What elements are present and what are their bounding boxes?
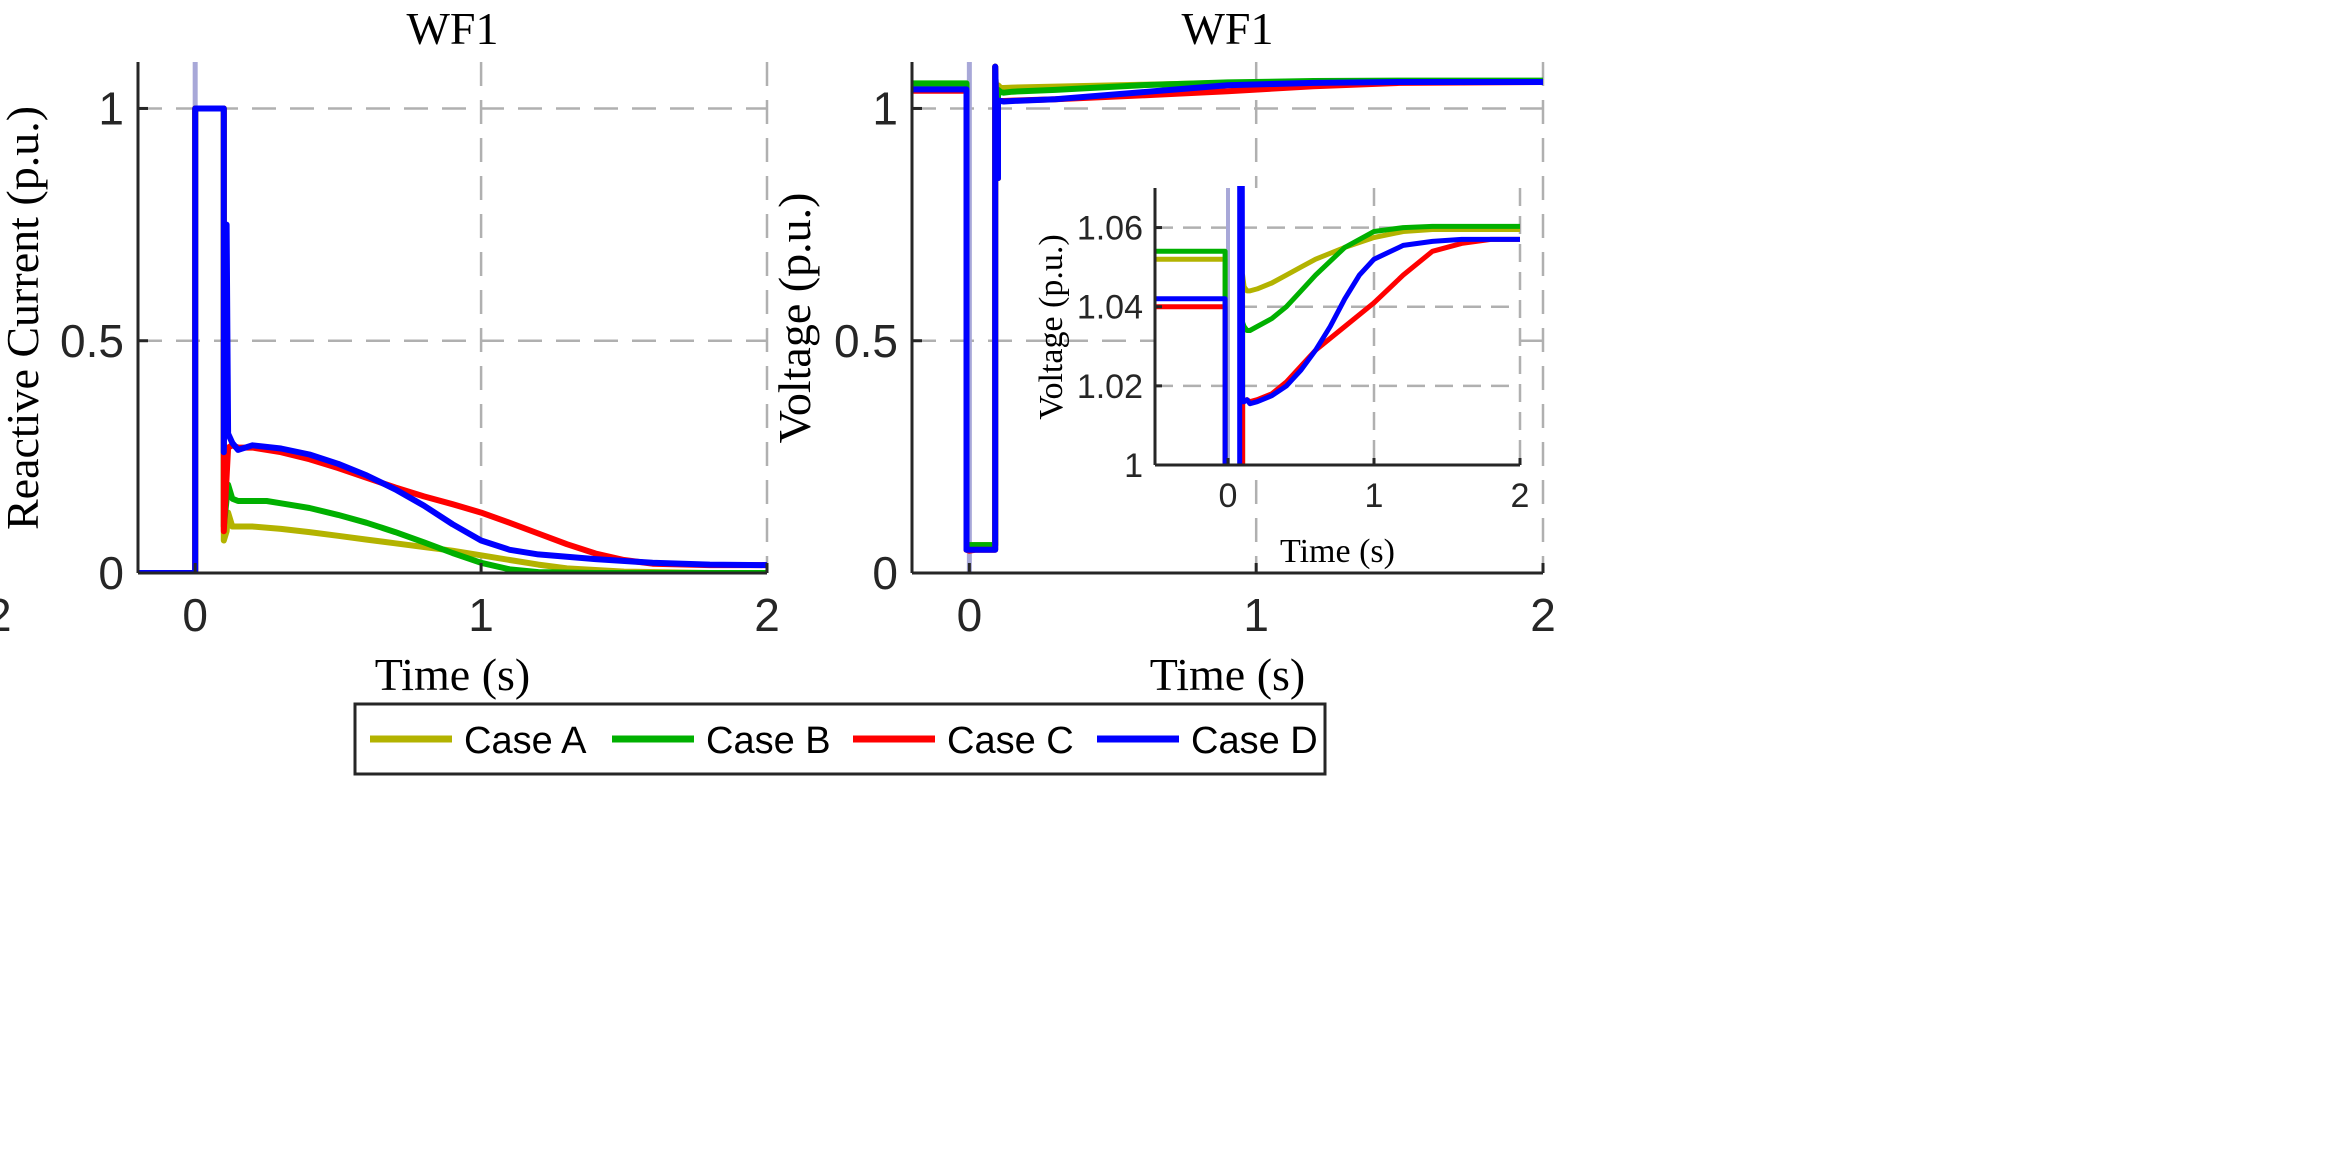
x-axis-label: Time (s) — [1280, 533, 1395, 570]
series-line-case-a — [1155, 227, 1520, 465]
series-line-case-d — [138, 105, 767, 573]
y-axis-label: Reactive Current (p.u.) — [0, 106, 48, 530]
legend-label: Case C — [947, 720, 1074, 762]
inset-background — [1155, 188, 1520, 465]
x-tick-label: 1 — [1243, 589, 1269, 641]
legend-label: Case D — [1191, 720, 1318, 762]
x-axis-label: Time (s) — [1150, 649, 1306, 700]
series-group — [912, 63, 1543, 554]
x-tick-label: 2 — [1530, 589, 1556, 641]
legend-label: Case A — [464, 720, 587, 762]
y-tick-label: 1.04 — [1077, 289, 1143, 327]
y-axis-label: Voltage (p.u.) — [769, 193, 820, 444]
x-tick-label: 1 — [1365, 477, 1384, 515]
x-tick-label: 0 — [1219, 477, 1238, 515]
chart-voltage_inset: 0 1 2 1 1.02 1.04 1.06 Time (s) Voltage (p.u.) — [1033, 186, 1530, 570]
legend-label: Case B — [706, 720, 831, 762]
series-line-case-d — [1155, 186, 1520, 465]
y-tick-label: 1 — [98, 83, 124, 135]
x-tick-label: 0 — [957, 589, 983, 641]
y-axis-label: Voltage (p.u.) — [1033, 234, 1070, 419]
y-tick-label: 0 — [872, 547, 898, 599]
series-line-case-b — [1155, 223, 1520, 465]
y-tick-label: 1 — [1124, 447, 1143, 485]
y-tick-label: 0 — [98, 547, 124, 599]
cropped-tick-label: 2 — [0, 589, 12, 641]
y-tick-label: 0.5 — [834, 315, 898, 367]
series-group — [138, 105, 767, 573]
y-tick-label: 1 — [872, 83, 898, 135]
chart-current: 0 1 2 0 0.5 1 WF1 Time (s) Reactive Current (p.u… — [0, 3, 780, 700]
x-tick-label: 2 — [1511, 477, 1530, 515]
y-tick-label: 1.06 — [1077, 209, 1143, 247]
y-tick-label: 1.02 — [1077, 368, 1143, 406]
series-group — [1155, 186, 1520, 465]
legend: Case A Case B Case C Case D — [353, 702, 1327, 776]
chart-title: WF1 — [1182, 3, 1274, 54]
series-line-case-d — [912, 63, 1543, 553]
x-tick-label: 0 — [182, 589, 208, 641]
y-tick-label: 0.5 — [60, 315, 124, 367]
x-axis-label: Time (s) — [375, 649, 531, 700]
x-tick-label: 1 — [468, 589, 494, 641]
x-tick-label: 2 — [754, 589, 780, 641]
chart-title: WF1 — [407, 3, 499, 54]
chart-voltage: 0 1 2 0 0.5 1 WF1 Time (s) Voltage (p.u.) — [769, 3, 1556, 700]
